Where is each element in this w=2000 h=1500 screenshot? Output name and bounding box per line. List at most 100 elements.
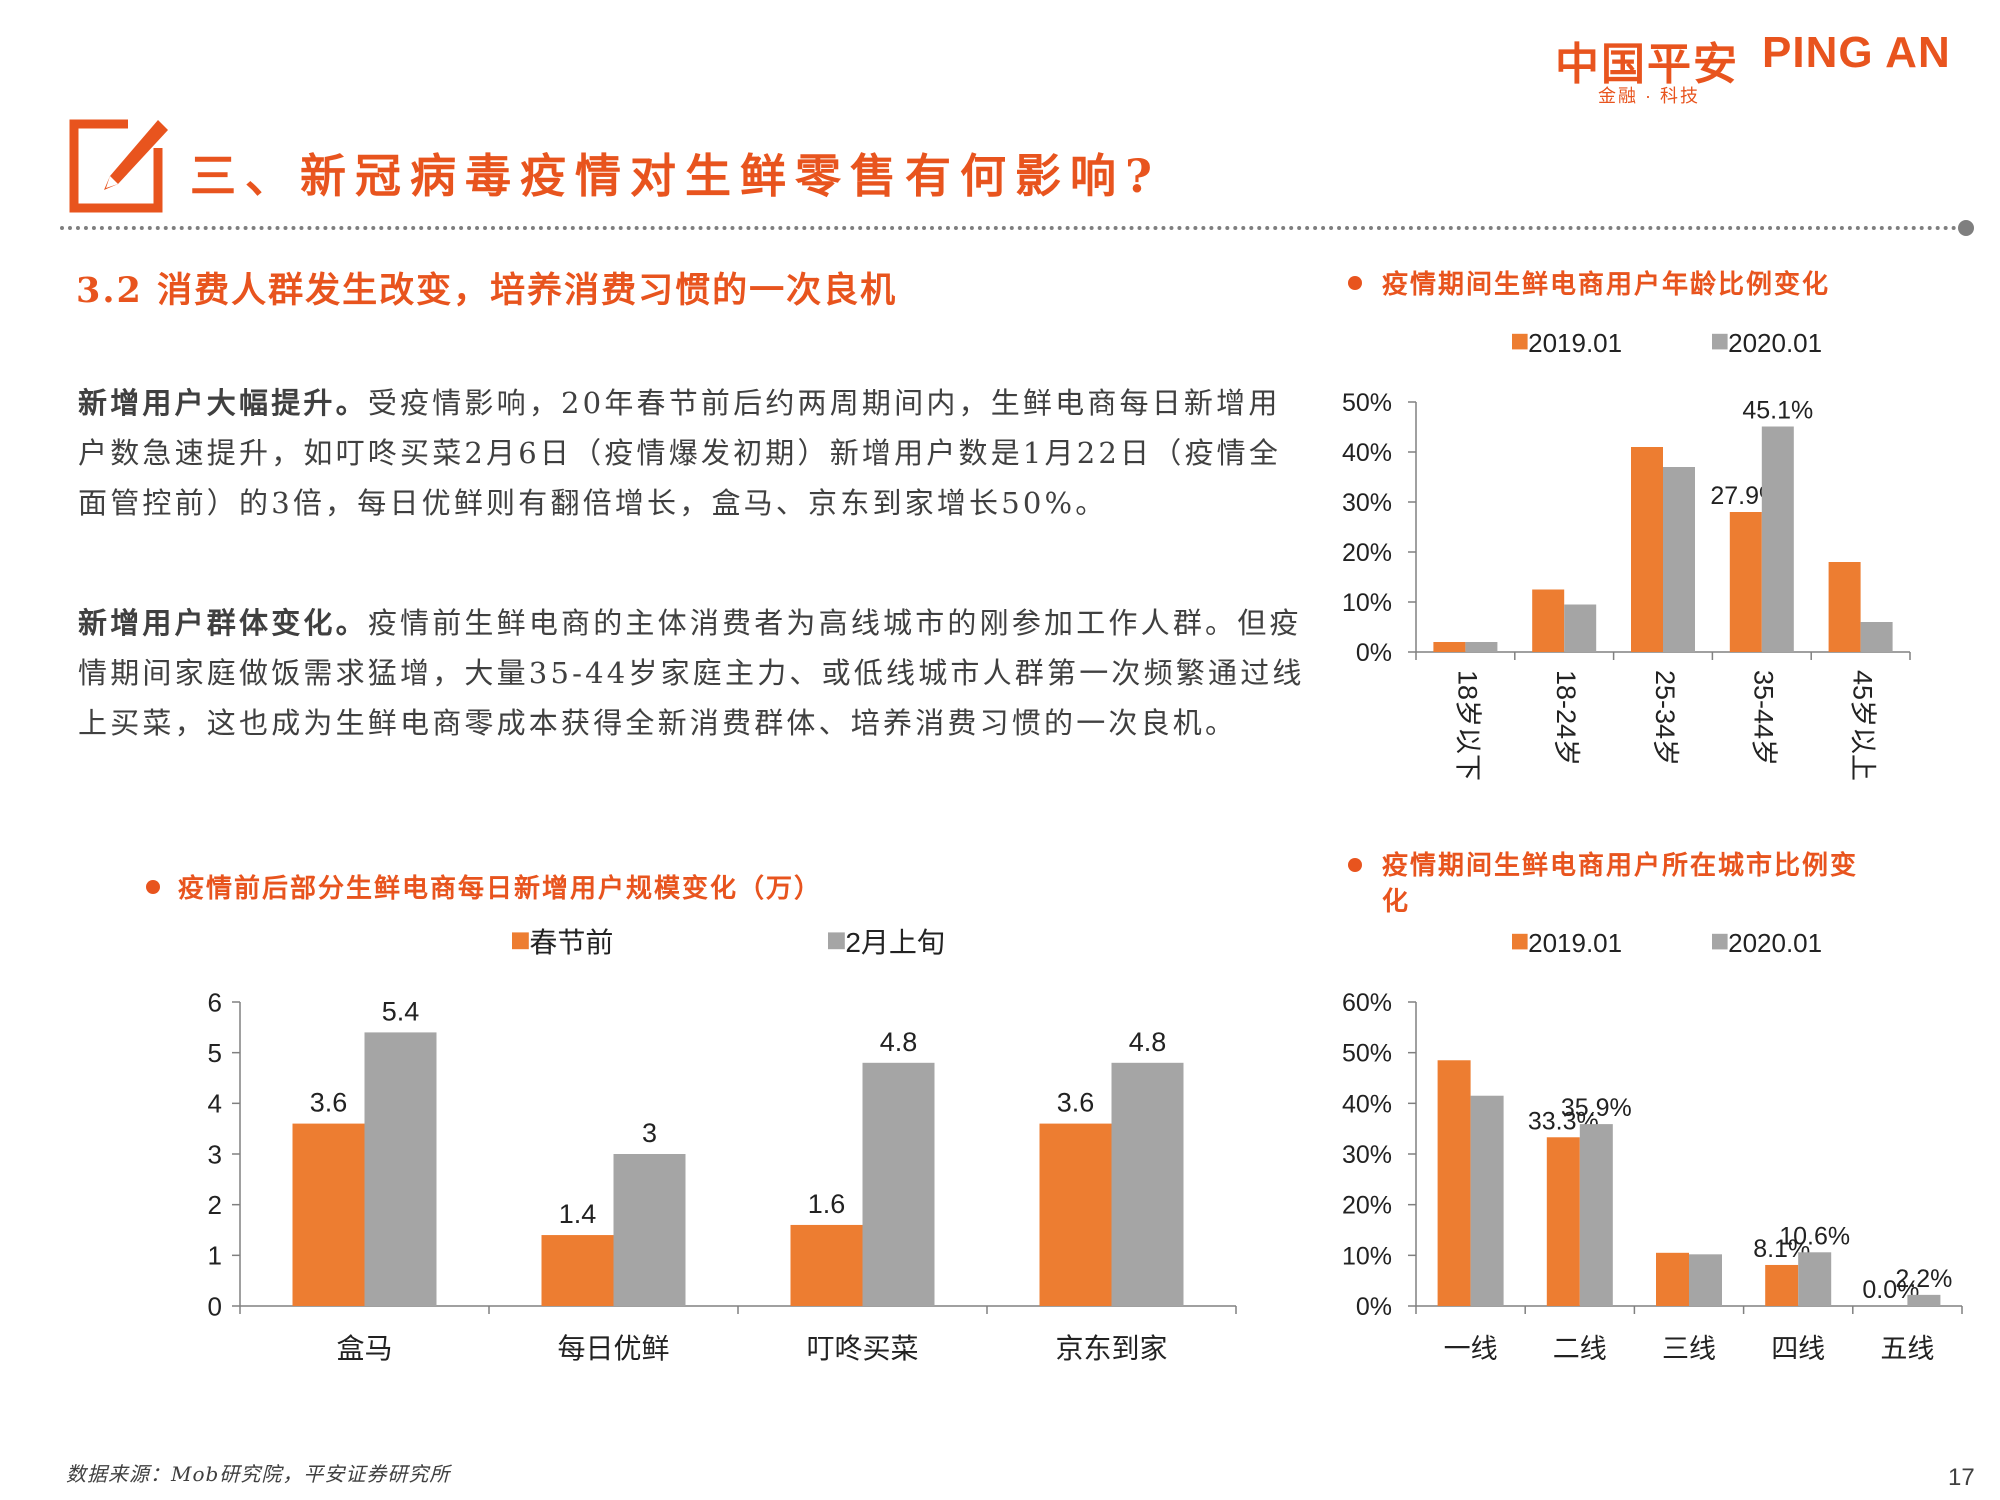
data-label: 4.8 [1129, 1027, 1167, 1057]
data-label: 4.8 [880, 1027, 918, 1057]
y-tick-label: 20% [1342, 539, 1392, 567]
title-divider [60, 226, 1966, 230]
bar [1798, 1252, 1832, 1306]
x-tick-label: 18岁以下 [1452, 670, 1482, 781]
bar [1039, 1123, 1112, 1306]
chart-title-age: 疫情期间生鲜电商用户年龄比例变化 [1382, 270, 1831, 300]
brand-logo-subtitle: 金融 · 科技 [1598, 86, 1700, 106]
chart-title-city: 疫情期间生鲜电商用户所在城市比例变化 [1382, 851, 1859, 917]
chart-bullet [1348, 858, 1362, 872]
bar [1470, 1095, 1504, 1306]
x-tick-label: 京东到家 [1055, 1333, 1167, 1364]
bar [1631, 447, 1663, 652]
legend-label: 2020.01 [1728, 328, 1822, 358]
x-tick-label: 盒马 [336, 1333, 392, 1364]
x-tick-label: 35-44岁 [1749, 670, 1779, 766]
data-label: 3.6 [310, 1088, 348, 1118]
section-title: 三、新冠病毒疫情对生鲜零售有何影响? [190, 149, 1161, 203]
y-tick-label: 1 [208, 1241, 222, 1271]
bar [1663, 467, 1695, 652]
x-tick-label: 每日优鲜 [557, 1333, 669, 1364]
legend-label: 2月上旬 [845, 927, 945, 958]
bar [1111, 1062, 1184, 1306]
data-label: 45.1% [1742, 397, 1813, 425]
x-tick-label: 四线 [1771, 1334, 1825, 1364]
legend-label: 2019.01 [1528, 928, 1622, 958]
bar [1564, 604, 1597, 652]
bar [1828, 562, 1861, 652]
x-tick-label: 二线 [1553, 1334, 1607, 1364]
bar [1546, 1137, 1580, 1306]
paragraph-lead: 新增用户群体变化。 [78, 606, 368, 640]
y-tick-label: 2 [208, 1190, 222, 1220]
data-label: 1.4 [559, 1199, 597, 1229]
y-tick-label: 0% [1356, 639, 1392, 667]
legend-swatch [1712, 933, 1728, 950]
bar [1765, 1264, 1799, 1306]
chart-title-daily-users: 疫情前后部分生鲜电商每日新增用户规模变化（万） [178, 874, 823, 904]
y-tick-label: 40% [1342, 439, 1392, 467]
data-label: 10.6% [1779, 1222, 1850, 1250]
legend-swatch [1712, 333, 1728, 350]
bar [541, 1235, 614, 1306]
bar [1907, 1294, 1941, 1306]
bar [790, 1224, 863, 1306]
y-tick-label: 5 [208, 1038, 222, 1068]
y-tick-label: 0 [208, 1291, 222, 1321]
x-tick-label: 45岁以上 [1847, 670, 1877, 781]
y-tick-label: 20% [1342, 1192, 1392, 1220]
y-tick-label: 30% [1342, 489, 1392, 517]
bar [1437, 1060, 1471, 1306]
y-tick-label: 10% [1342, 1242, 1392, 1270]
bar [1465, 642, 1498, 652]
data-label: 3.6 [1057, 1088, 1095, 1118]
y-tick-label: 4 [208, 1089, 222, 1119]
y-tick-label: 30% [1342, 1141, 1392, 1169]
x-tick-label: 五线 [1880, 1334, 1934, 1364]
legend-swatch [828, 932, 845, 950]
brand-logo-en: PING AN [1762, 28, 1951, 77]
bar [1860, 622, 1893, 652]
edit-note-icon [69, 118, 168, 213]
x-tick-label: 一线 [1444, 1334, 1498, 1364]
bar [613, 1154, 686, 1306]
x-tick-label: 三线 [1662, 1334, 1716, 1364]
legend-label: 春节前 [529, 927, 613, 958]
y-tick-label: 50% [1342, 1040, 1392, 1068]
x-tick-label: 叮咚买菜 [806, 1333, 918, 1364]
paragraph-body: 受疫情影响，20年春节前后约两周期间内，生鲜电商每日新增用户数急速提升，如叮咚买… [78, 386, 1282, 520]
data-label: 1.6 [808, 1189, 846, 1219]
bar [1761, 426, 1794, 652]
y-tick-label: 3 [208, 1139, 222, 1169]
bar [1729, 512, 1762, 652]
data-label: 5.4 [382, 996, 420, 1026]
legend-label: 2019.01 [1528, 328, 1622, 358]
bar [1579, 1124, 1613, 1306]
bar [292, 1123, 365, 1306]
y-tick-label: 50% [1342, 389, 1392, 417]
page-number: 17 [1948, 1464, 1975, 1491]
x-tick-label: 18-24岁 [1551, 670, 1581, 766]
source-note: 数据来源：Mob研究院，平安证券研究所 [66, 1462, 451, 1486]
y-tick-label: 0% [1356, 1293, 1392, 1321]
bar [1689, 1254, 1722, 1306]
legend-label: 2020.01 [1728, 928, 1822, 958]
bar [862, 1062, 935, 1306]
data-label: 3 [642, 1118, 657, 1148]
paragraph-new-users: 新增用户大幅提升。受疫情影响，20年春节前后约两周期间内，生鲜电商每日新增用户数… [78, 378, 1308, 528]
legend-swatch [512, 932, 529, 950]
data-label: 35.9% [1561, 1094, 1632, 1122]
y-tick-label: 10% [1342, 589, 1392, 617]
bar [1433, 642, 1466, 652]
bar [1532, 589, 1565, 652]
subsection-title: 3.2 消费人群发生改变，培养消费习惯的一次良机 [76, 270, 898, 311]
chart-bullet [1348, 276, 1362, 290]
bar [1656, 1252, 1689, 1306]
paragraph-body: 疫情前生鲜电商的主体消费者为高线城市的刚参加工作人群。但疫情期间家庭做饭需求猛增… [78, 606, 1305, 740]
x-tick-label: 25-34岁 [1650, 670, 1680, 766]
y-tick-label: 6 [208, 987, 222, 1017]
data-label: 2.2% [1895, 1265, 1952, 1293]
